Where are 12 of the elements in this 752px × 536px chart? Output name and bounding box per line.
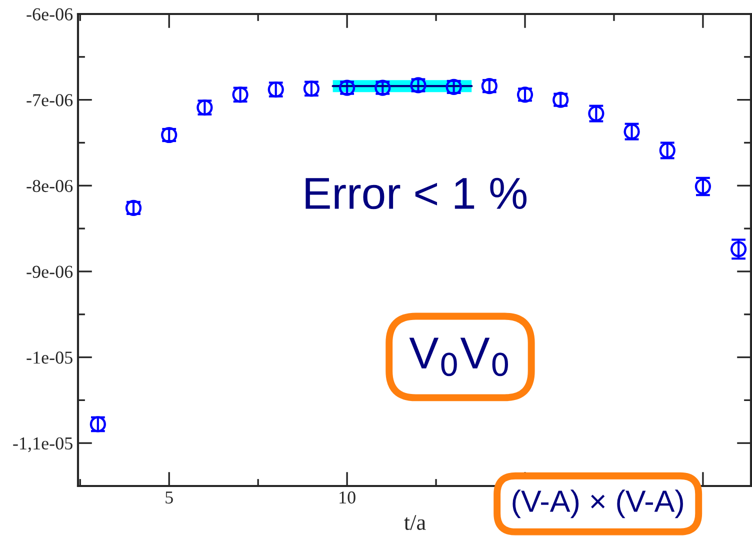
text: (V-A) × (V-A) (512, 490, 683, 518)
x-axis-title: t/a (404, 515, 426, 530)
annotation: Error < 1 % (306, 178, 527, 210)
y-tick-label: -7e-06 (26, 94, 73, 106)
y-tick-label: -1e-05 (26, 352, 72, 364)
y-tick-label: -9e-06 (26, 266, 73, 278)
x-tick-label: 10 (340, 491, 356, 504)
y-tick-label: -1,1e-05 (13, 437, 72, 452)
x-tick-label: 5 (166, 492, 173, 504)
annotation: V$_{0}$V$_{0}$ (409, 338, 508, 376)
y-tick-label: -8e-06 (26, 180, 73, 192)
y-tick-label: -6e-06 (26, 8, 73, 20)
